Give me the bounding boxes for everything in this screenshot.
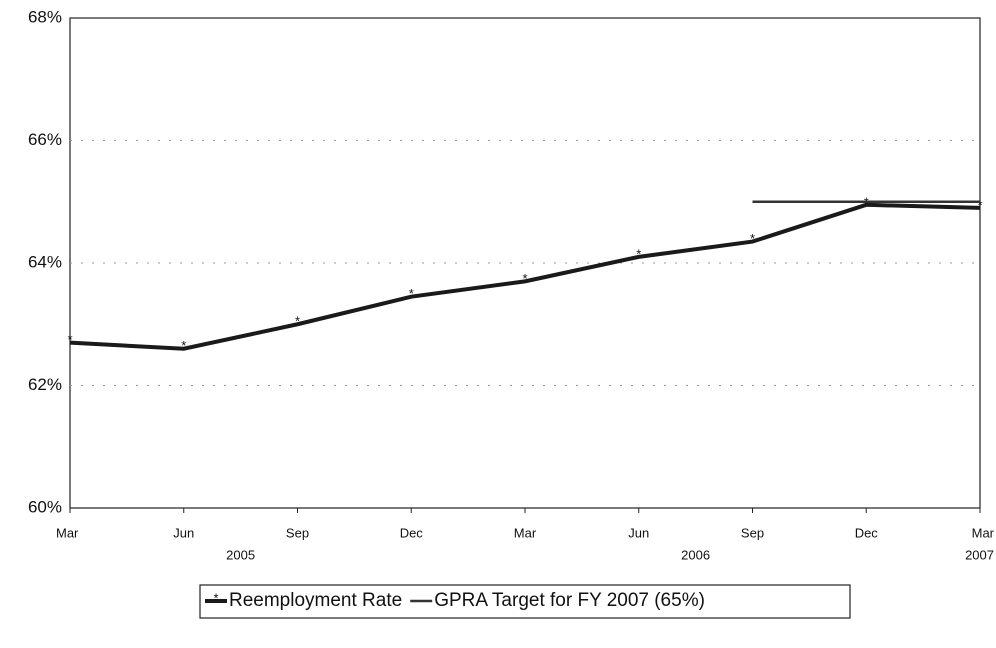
y-tick-label: 68% [28,7,62,26]
x-tick-label: Jun [628,525,649,540]
marker: * [181,338,186,353]
x-tick-label: Sep [741,525,764,540]
plot-frame [69,17,981,509]
series-line [69,202,981,351]
x-tick-label: Mar [514,525,537,540]
legend-box [199,584,851,619]
marker: * [977,197,982,212]
x-tick-label: Sep [286,525,309,540]
legend-label: GPRA Target for FY 2007 (65%) [434,590,705,611]
x-tick-label: Dec [400,525,424,540]
marker: * [522,271,527,286]
year-label: 2006 [681,547,710,562]
marker: * [750,231,755,246]
y-tick-label: 66% [28,130,62,149]
year-label: 2005 [226,547,255,562]
marker: * [409,286,414,301]
marker: * [295,314,300,329]
y-tick-label: 62% [28,375,62,394]
x-tick-label: Dec [855,525,879,540]
x-tick-label: Mar [972,525,995,540]
y-tick-label: 64% [28,252,62,271]
x-tick-label: Mar [56,525,79,540]
legend-label: Reemployment Rate [229,590,402,611]
y-tick-label: 60% [28,497,62,516]
year-label: 2007 [965,547,994,562]
x-tick-label: Jun [173,525,194,540]
legend-marker: * [213,590,218,605]
marker: * [67,332,72,347]
marker: * [636,246,641,261]
